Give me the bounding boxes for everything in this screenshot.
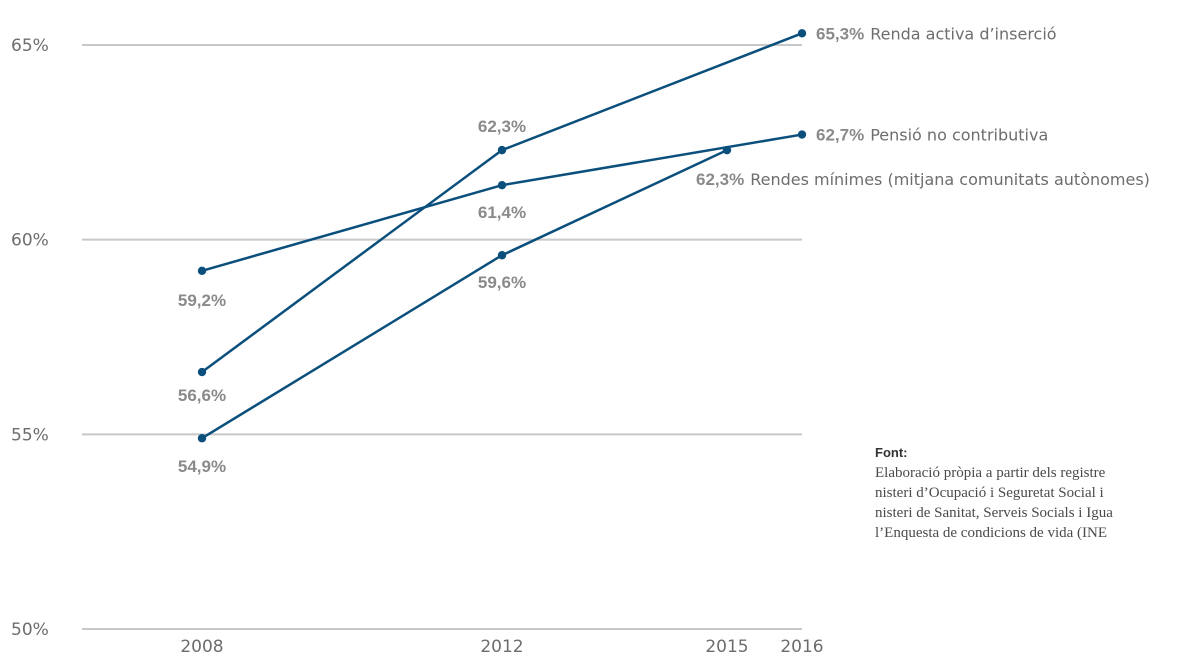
data-point	[497, 180, 507, 190]
data-point	[197, 367, 207, 377]
source-line-4: l’Enquesta de condicions de vida (INE	[875, 525, 1107, 541]
y-tick-label: 50%	[11, 620, 49, 640]
source-line-2: nisteri d’Ocupació i Seguretat Social i	[875, 485, 1104, 501]
series-name: Renda activa d’inserció	[870, 24, 1056, 43]
series-points	[197, 29, 807, 443]
series-end-label: 65,3% Renda activa d’inserció	[816, 24, 1057, 43]
data-label: 59,6%	[478, 273, 526, 292]
data-label: 65,3%	[816, 24, 864, 43]
source-line-1: Elaboració pròpia a partir dels registre	[875, 465, 1106, 481]
x-axis-ticks: 2008 2012 2015 2016	[180, 637, 823, 654]
data-label: 56,6%	[178, 386, 226, 405]
data-point	[497, 251, 507, 260]
x-tick-label: 2012	[480, 637, 523, 654]
source-title: Font:	[875, 445, 907, 460]
data-point	[797, 130, 807, 139]
series-name: Pensió no contributiva	[870, 126, 1048, 145]
source-note: Font: Elaboració pròpia a partir dels re…	[875, 445, 1113, 541]
series-end-label: 62,7% Pensió no contributiva	[816, 126, 1048, 145]
data-labels: 56,6% 62,3% 65,3% Renda activa d’inserció 59…	[178, 24, 1150, 476]
data-label: 62,3%	[696, 170, 744, 189]
data-point	[197, 434, 207, 443]
series-lines	[201, 32, 803, 440]
gridlines	[82, 44, 802, 630]
x-tick-label: 2015	[705, 637, 748, 654]
data-point	[197, 266, 207, 276]
data-point	[722, 145, 732, 155]
x-tick-label: 2016	[780, 637, 823, 654]
data-label: 54,9%	[178, 457, 226, 476]
y-axis-ticks: 50% 55% 60% 65%	[11, 36, 49, 640]
source-line-3: nisteri de Sanitat, Serveis Socials i Ig…	[875, 505, 1113, 521]
y-tick-label: 55%	[11, 425, 49, 445]
series-line-3	[201, 148, 728, 440]
data-label: 61,4%	[478, 203, 526, 222]
data-label: 62,3%	[478, 117, 526, 136]
data-label: 62,7%	[816, 126, 864, 145]
y-tick-label: 65%	[11, 36, 49, 56]
data-point	[797, 29, 807, 38]
y-tick-label: 60%	[11, 231, 49, 251]
series-end-label: 62,3% Rendes mínimes (mitjana comunitats …	[696, 170, 1150, 189]
series-name: Rendes mínimes (mitjana comunitats autòn…	[750, 170, 1150, 189]
x-tick-label: 2008	[180, 637, 223, 654]
data-label: 59,2%	[178, 291, 226, 310]
data-point	[497, 145, 507, 155]
